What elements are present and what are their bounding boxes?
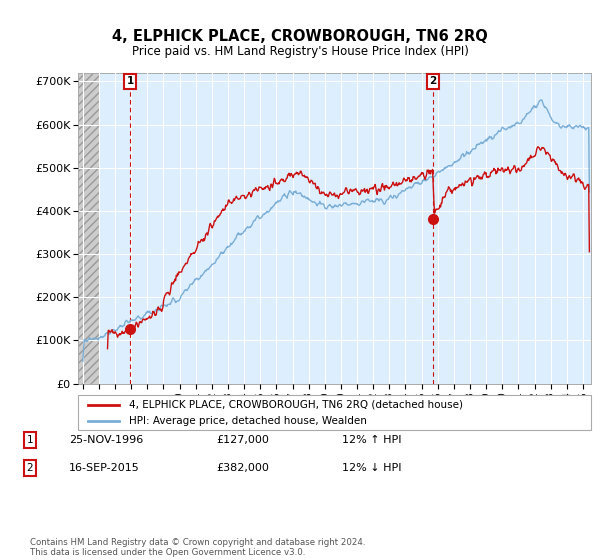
Text: 1: 1	[127, 76, 134, 86]
Bar	[78, 73, 99, 384]
Bar	[78, 73, 99, 384]
Text: Price paid vs. HM Land Registry's House Price Index (HPI): Price paid vs. HM Land Registry's House …	[131, 45, 469, 58]
Text: 1: 1	[26, 435, 34, 445]
FancyBboxPatch shape	[78, 395, 591, 430]
Text: 25-NOV-1996: 25-NOV-1996	[69, 435, 143, 445]
Text: 12% ↑ HPI: 12% ↑ HPI	[342, 435, 401, 445]
Text: HPI: Average price, detached house, Wealden: HPI: Average price, detached house, Weal…	[130, 416, 367, 426]
Text: £382,000: £382,000	[216, 463, 269, 473]
Text: 12% ↓ HPI: 12% ↓ HPI	[342, 463, 401, 473]
Text: Contains HM Land Registry data © Crown copyright and database right 2024.
This d: Contains HM Land Registry data © Crown c…	[30, 538, 365, 557]
Text: 16-SEP-2015: 16-SEP-2015	[69, 463, 140, 473]
Text: 2: 2	[430, 76, 437, 86]
Text: £127,000: £127,000	[216, 435, 269, 445]
Text: 2: 2	[26, 463, 34, 473]
Text: 4, ELPHICK PLACE, CROWBOROUGH, TN6 2RQ: 4, ELPHICK PLACE, CROWBOROUGH, TN6 2RQ	[112, 29, 488, 44]
Text: 4, ELPHICK PLACE, CROWBOROUGH, TN6 2RQ (detached house): 4, ELPHICK PLACE, CROWBOROUGH, TN6 2RQ (…	[130, 399, 463, 409]
